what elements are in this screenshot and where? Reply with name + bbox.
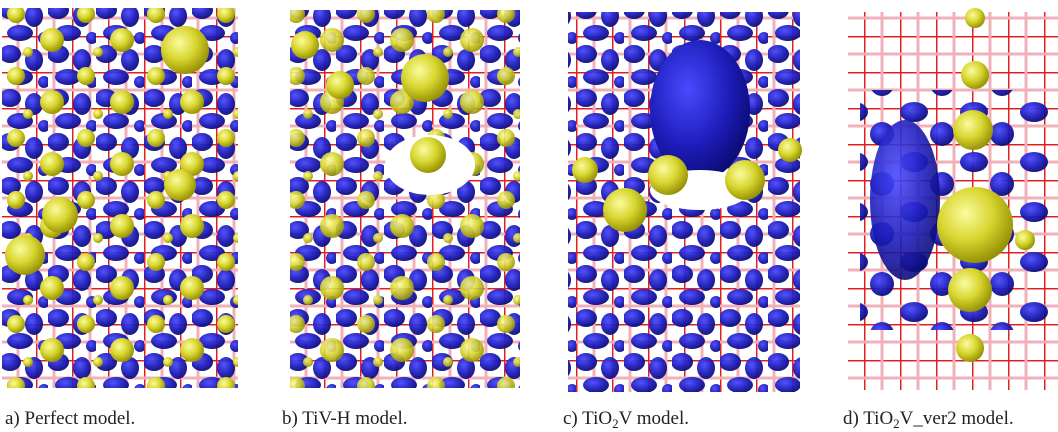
- panel-d-image: [848, 8, 1058, 390]
- caption-part: V model.: [619, 408, 689, 429]
- panel-a-image: [2, 8, 238, 388]
- caption: c) TiO2V model.: [563, 408, 689, 431]
- captions: a) Perfect model. b) TiV-H model. c) TiO2V…: [5, 408, 1014, 431]
- caption: b) TiV-H model.: [282, 408, 407, 429]
- caption-part: c) TiO: [563, 408, 612, 429]
- caption-part: b) TiV-H model.: [282, 408, 407, 429]
- figure: a) Perfect model. b) TiV-H model. c) TiO2V…: [0, 0, 1058, 432]
- caption: d) TiO2V_ver2 model.: [843, 408, 1014, 431]
- caption-part: a) Perfect model.: [5, 408, 135, 429]
- panel-c-image: [568, 12, 802, 392]
- panel-b-image: [290, 10, 520, 388]
- caption-part: d) TiO: [843, 408, 893, 429]
- caption-part: V_ver2 model.: [900, 408, 1014, 429]
- caption: a) Perfect model.: [5, 408, 135, 429]
